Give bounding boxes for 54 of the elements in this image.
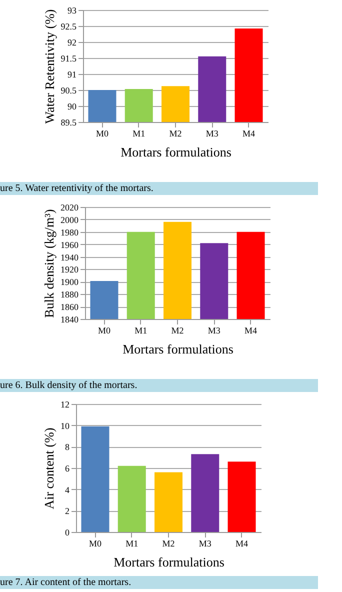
- y-tick-label: 1940: [60, 252, 79, 262]
- y-tick-label: 92: [68, 38, 76, 48]
- y-tick-label: 1900: [60, 277, 79, 288]
- x-axis-title: Mortars formulations: [120, 144, 232, 160]
- y-axis-title: Water Retentivity (%): [42, 9, 57, 124]
- x-tick-label: M2: [162, 538, 175, 548]
- bar: [191, 454, 220, 532]
- x-tick-label: M1: [126, 538, 138, 548]
- y-axis-title: Air content (%): [42, 428, 56, 510]
- y-tick-label: 0: [65, 528, 70, 538]
- y-axis-title: Bulk density (kg/m³): [42, 209, 56, 318]
- bar: [154, 472, 182, 532]
- y-tick-label: 6: [65, 464, 70, 474]
- y-tick-label: 8: [65, 442, 70, 452]
- text: ure 7. Air content of the mortars.: [0, 576, 318, 589]
- x-axis-title: Mortars formulations: [122, 342, 234, 356]
- y-tick-label: 2: [65, 506, 70, 516]
- y-tick-label: 93: [68, 6, 77, 16]
- y-tick-label: 1960: [60, 240, 79, 250]
- x-tick-label: M4: [242, 128, 256, 138]
- x-tick-label: M1: [132, 128, 146, 138]
- x-tick-label: M3: [198, 538, 212, 548]
- text: ure 5. Water retentivity of the mortars.: [0, 182, 318, 195]
- y-tick-label: 1860: [60, 302, 79, 312]
- y-tick-label: 1840: [60, 314, 79, 324]
- y-tick-label: 90.5: [60, 86, 77, 96]
- x-tick-label: M2: [169, 128, 182, 138]
- x-tick-label: M0: [88, 538, 102, 548]
- text: ure 6. Bulk density of the mortars.: [0, 379, 318, 392]
- x-tick-label: M0: [98, 326, 111, 336]
- y-tick-label: 91.5: [60, 54, 77, 64]
- x-tick-label: M0: [96, 128, 109, 138]
- x-tick-label: M3: [208, 326, 221, 336]
- bar: [118, 466, 146, 532]
- x-tick-label: M3: [206, 128, 219, 138]
- y-tick-label: 92.5: [60, 22, 77, 32]
- y-tick-label: 1880: [60, 290, 79, 300]
- y-tick-label: 10: [60, 420, 70, 431]
- y-tick-label: 90: [68, 102, 77, 112]
- bar: [228, 462, 256, 532]
- y-tick-label: 2020: [60, 202, 79, 212]
- y-tick-label: 2000: [60, 214, 79, 225]
- y-tick-label: 91: [68, 70, 76, 80]
- x-tick-label: M4: [236, 538, 249, 548]
- y-tick-label: 1980: [60, 227, 79, 238]
- y-tick-label: 89.5: [60, 118, 77, 128]
- bar: [81, 426, 110, 532]
- y-tick-label: 4: [65, 484, 70, 495]
- x-tick-label: M1: [134, 326, 148, 336]
- y-tick-label: 12: [60, 400, 70, 410]
- x-tick-label: M2: [171, 326, 184, 336]
- x-tick-label: M4: [244, 326, 258, 336]
- y-tick-label: 1920: [60, 264, 79, 275]
- x-axis-title: Mortars formulations: [114, 554, 224, 570]
